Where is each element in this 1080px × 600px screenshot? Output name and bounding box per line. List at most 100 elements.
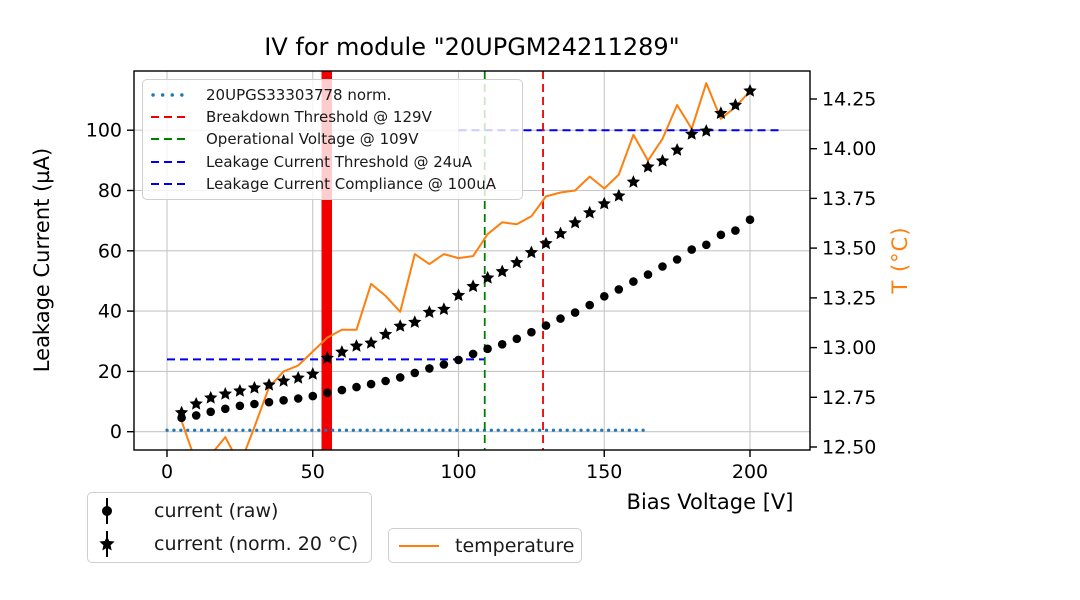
norm-current-point <box>218 387 232 400</box>
norm-current-point <box>670 143 684 156</box>
norm-current-point <box>422 305 436 318</box>
norm-current-point <box>568 215 582 229</box>
legend-dashed-line-sample <box>151 182 189 185</box>
norm-current-point <box>612 188 626 202</box>
legend-item: current (raw) <box>94 495 365 527</box>
norm-current-point <box>320 351 334 364</box>
legend-item: current (norm. 20 °C) <box>94 528 365 560</box>
norm-current-point <box>364 336 378 349</box>
norm-current-point <box>189 397 203 410</box>
norm-current-point <box>743 84 757 97</box>
y-tick-left-label: 20 <box>98 361 122 383</box>
raw-current-point <box>527 327 536 337</box>
y-tick-left-label: 60 <box>98 240 122 262</box>
norm-current-point <box>276 374 291 387</box>
raw-current-point <box>279 396 288 405</box>
norm-current-point <box>641 160 655 173</box>
raw-current-point <box>221 404 230 414</box>
raw-current-point <box>716 230 726 240</box>
raw-current-point <box>600 292 609 301</box>
norm-current-point <box>408 315 422 328</box>
legend-item: Breakdown Threshold @ 129V <box>151 108 514 126</box>
raw-current-point <box>381 376 390 386</box>
norm-current-point <box>233 384 247 397</box>
norm-current-point <box>291 371 305 384</box>
norm-current-point <box>510 255 524 269</box>
raw-current-point <box>512 334 522 344</box>
norm-current-point <box>699 124 713 137</box>
norm-current-point <box>247 381 262 394</box>
y-tick-left-label: 100 <box>86 120 122 142</box>
x-tick-label: 100 <box>440 461 476 483</box>
legend-item-label: current (norm. 20 °C) <box>154 532 359 555</box>
plot-frame <box>133 70 811 451</box>
norm-current-point <box>714 106 728 119</box>
raw-current-point <box>585 300 594 310</box>
star-errorbar-marker <box>99 530 115 557</box>
raw-current-point <box>264 397 274 407</box>
raw-current-point <box>497 340 507 349</box>
raw-current-point <box>366 379 376 389</box>
raw-current-point <box>731 226 740 235</box>
x-tick-label: 50 <box>301 461 325 483</box>
norm-current-point <box>306 367 320 380</box>
event-band <box>321 71 332 450</box>
legend-item: 20UPGS33303778 norm. <box>151 86 514 104</box>
norm-current-point <box>626 175 641 188</box>
y-tick-right-label: 13.00 <box>822 337 876 359</box>
plot-legend-temperature: temperature <box>388 528 582 563</box>
norm-current-point <box>393 319 407 332</box>
legend-item: temperature <box>399 535 574 557</box>
x-tick-label: 150 <box>586 461 622 483</box>
y-tick-left-label: 40 <box>98 301 122 323</box>
x-axis-label: Bias Voltage [V] <box>626 490 794 514</box>
legend-dashed-line-sample <box>151 138 189 141</box>
y-tick-right-label: 12.50 <box>822 437 876 459</box>
x-tick-label: 0 <box>161 461 173 483</box>
legend-item-label: temperature <box>455 534 575 557</box>
legend-item: Operational Voltage @ 109V <box>151 130 514 148</box>
raw-current-point <box>702 240 711 250</box>
raw-current-point <box>614 285 624 294</box>
legend-item-label: Breakdown Threshold @ 129V <box>206 108 432 127</box>
legend-item-label: current (raw) <box>154 500 279 523</box>
norm-current-point <box>262 378 276 391</box>
raw-current-point <box>410 368 420 378</box>
temperature-line <box>180 82 751 450</box>
raw-current-point <box>395 373 405 382</box>
norm-current-point <box>685 127 699 140</box>
norm-current-point <box>728 98 743 111</box>
legend-item-label: Leakage Current Threshold @ 24uA <box>206 152 473 171</box>
raw-current-point <box>323 388 332 398</box>
raw-current-point <box>468 349 478 359</box>
raw-current-point <box>293 394 303 403</box>
y-tick-left-label: 0 <box>110 421 122 443</box>
raw-current-point <box>191 411 201 420</box>
x-tick-label: 200 <box>732 461 768 483</box>
y-tick-right-label: 14.25 <box>822 89 876 111</box>
legend-item: Leakage Current Compliance @ 100uA <box>151 175 514 193</box>
raw-current-point <box>308 391 318 401</box>
raw-current-point <box>352 382 361 392</box>
y-tick-right-label: 13.75 <box>822 188 876 210</box>
chart-title: IV for module "20UPGM24211289" <box>264 33 680 61</box>
y-tick-left-label: 80 <box>98 180 122 202</box>
raw-current-point <box>556 314 565 323</box>
norm-current-point <box>524 245 538 259</box>
raw-current-point <box>483 344 492 354</box>
norm-current-point <box>553 226 568 240</box>
norm-current-point <box>495 264 509 278</box>
legend-item: Leakage Current Threshold @ 24uA <box>151 153 514 171</box>
raw-current-point <box>672 255 682 264</box>
raw-current-point <box>250 399 259 409</box>
raw-current-point <box>570 308 580 317</box>
norm-current-point <box>655 154 670 167</box>
legend-item-label: Leakage Current Compliance @ 100uA <box>206 174 496 193</box>
legend-dashed-line-sample <box>151 160 189 163</box>
norm-current-point <box>437 302 451 315</box>
temperature-line-sample <box>399 544 439 547</box>
plot-legend-thresholds: 20UPGS33303778 norm. Breakdown Threshold … <box>142 79 523 200</box>
raw-current-point <box>454 355 463 365</box>
